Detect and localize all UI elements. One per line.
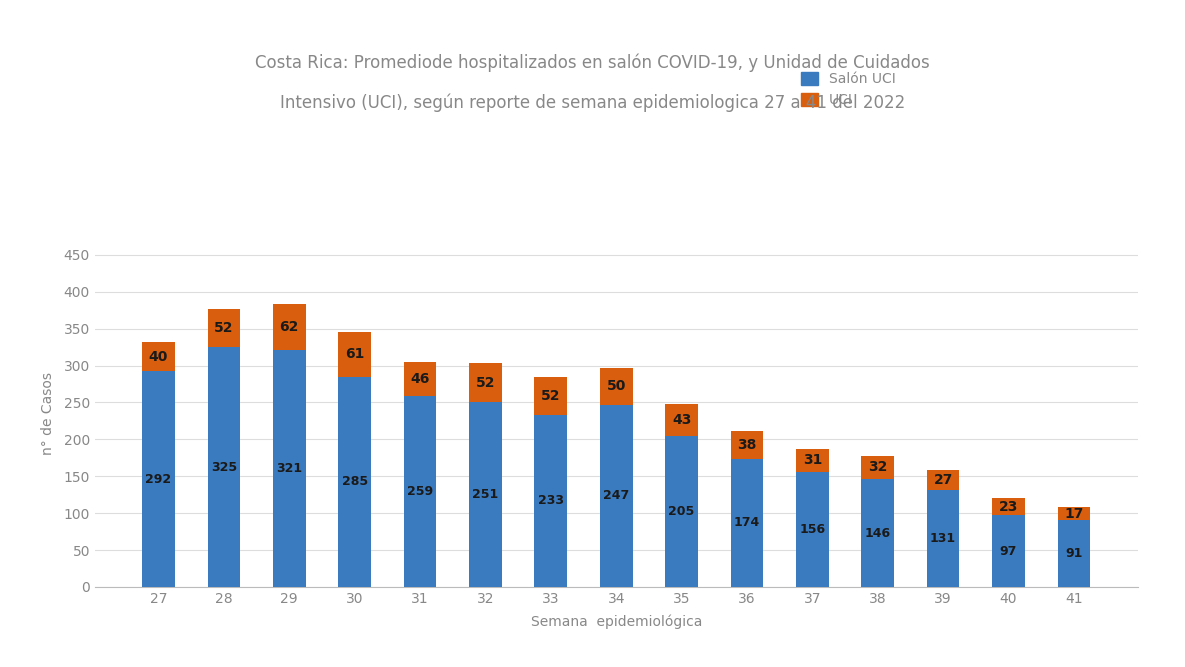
Text: 285: 285 <box>341 476 367 488</box>
Bar <box>469 364 501 402</box>
Bar <box>273 350 306 587</box>
Bar <box>1057 520 1090 587</box>
Text: 23: 23 <box>999 500 1018 514</box>
Bar <box>142 372 175 587</box>
Text: 40: 40 <box>149 350 168 364</box>
Text: 156: 156 <box>799 523 826 536</box>
Text: 52: 52 <box>475 376 495 390</box>
Text: 97: 97 <box>1000 545 1017 558</box>
Bar <box>731 458 763 587</box>
Text: 131: 131 <box>930 532 956 545</box>
Text: 52: 52 <box>542 389 561 403</box>
Text: 247: 247 <box>603 490 629 502</box>
Text: 17: 17 <box>1064 506 1083 520</box>
Text: 43: 43 <box>672 413 691 427</box>
Bar <box>600 405 633 587</box>
Bar <box>534 377 568 415</box>
Bar <box>665 404 698 436</box>
Legend: Salón UCI, UCI: Salón UCI, UCI <box>795 67 902 113</box>
Bar <box>207 347 241 587</box>
Text: 292: 292 <box>146 473 172 486</box>
Y-axis label: n° de Casos: n° de Casos <box>41 372 56 455</box>
Text: 62: 62 <box>280 320 299 334</box>
Bar <box>796 449 828 472</box>
Text: 146: 146 <box>865 526 891 540</box>
Bar <box>207 309 241 347</box>
Bar <box>992 498 1025 516</box>
Text: 205: 205 <box>668 505 694 518</box>
Text: 32: 32 <box>869 460 888 474</box>
Bar <box>665 436 698 587</box>
Bar <box>339 377 371 587</box>
Text: 251: 251 <box>473 488 499 501</box>
Text: Costa Rica: Promediode hospitalizados en salón COVID-19, y Unidad de Cuidados: Costa Rica: Promediode hospitalizados en… <box>255 53 930 72</box>
Bar <box>927 490 960 587</box>
Text: 52: 52 <box>214 321 233 335</box>
Bar <box>404 362 436 396</box>
Bar <box>404 396 436 587</box>
Text: 46: 46 <box>410 372 430 386</box>
Text: 174: 174 <box>734 516 760 529</box>
Text: 31: 31 <box>802 454 822 468</box>
Text: 259: 259 <box>406 485 434 498</box>
Text: 38: 38 <box>737 438 757 452</box>
Text: 27: 27 <box>934 474 953 488</box>
Text: Intensivo (UCI), según reporte de semana epidemiologica 27 a 41 del 2022: Intensivo (UCI), según reporte de semana… <box>280 93 905 112</box>
Bar <box>142 342 175 372</box>
Text: 321: 321 <box>276 462 302 475</box>
Text: 325: 325 <box>211 460 237 474</box>
Bar <box>1057 508 1090 520</box>
Bar <box>469 402 501 587</box>
Text: 61: 61 <box>345 347 364 361</box>
Text: 233: 233 <box>538 494 564 508</box>
Bar <box>534 415 568 587</box>
Text: 50: 50 <box>607 380 626 394</box>
Bar <box>339 331 371 377</box>
Bar <box>861 479 893 587</box>
Bar <box>927 470 960 490</box>
Bar <box>273 304 306 350</box>
Bar <box>731 430 763 458</box>
Bar <box>992 516 1025 587</box>
Bar <box>796 472 828 587</box>
Bar <box>861 456 893 479</box>
Bar <box>600 368 633 405</box>
Text: 91: 91 <box>1065 547 1083 560</box>
X-axis label: Semana  epidemiológica: Semana epidemiológica <box>531 614 702 629</box>
